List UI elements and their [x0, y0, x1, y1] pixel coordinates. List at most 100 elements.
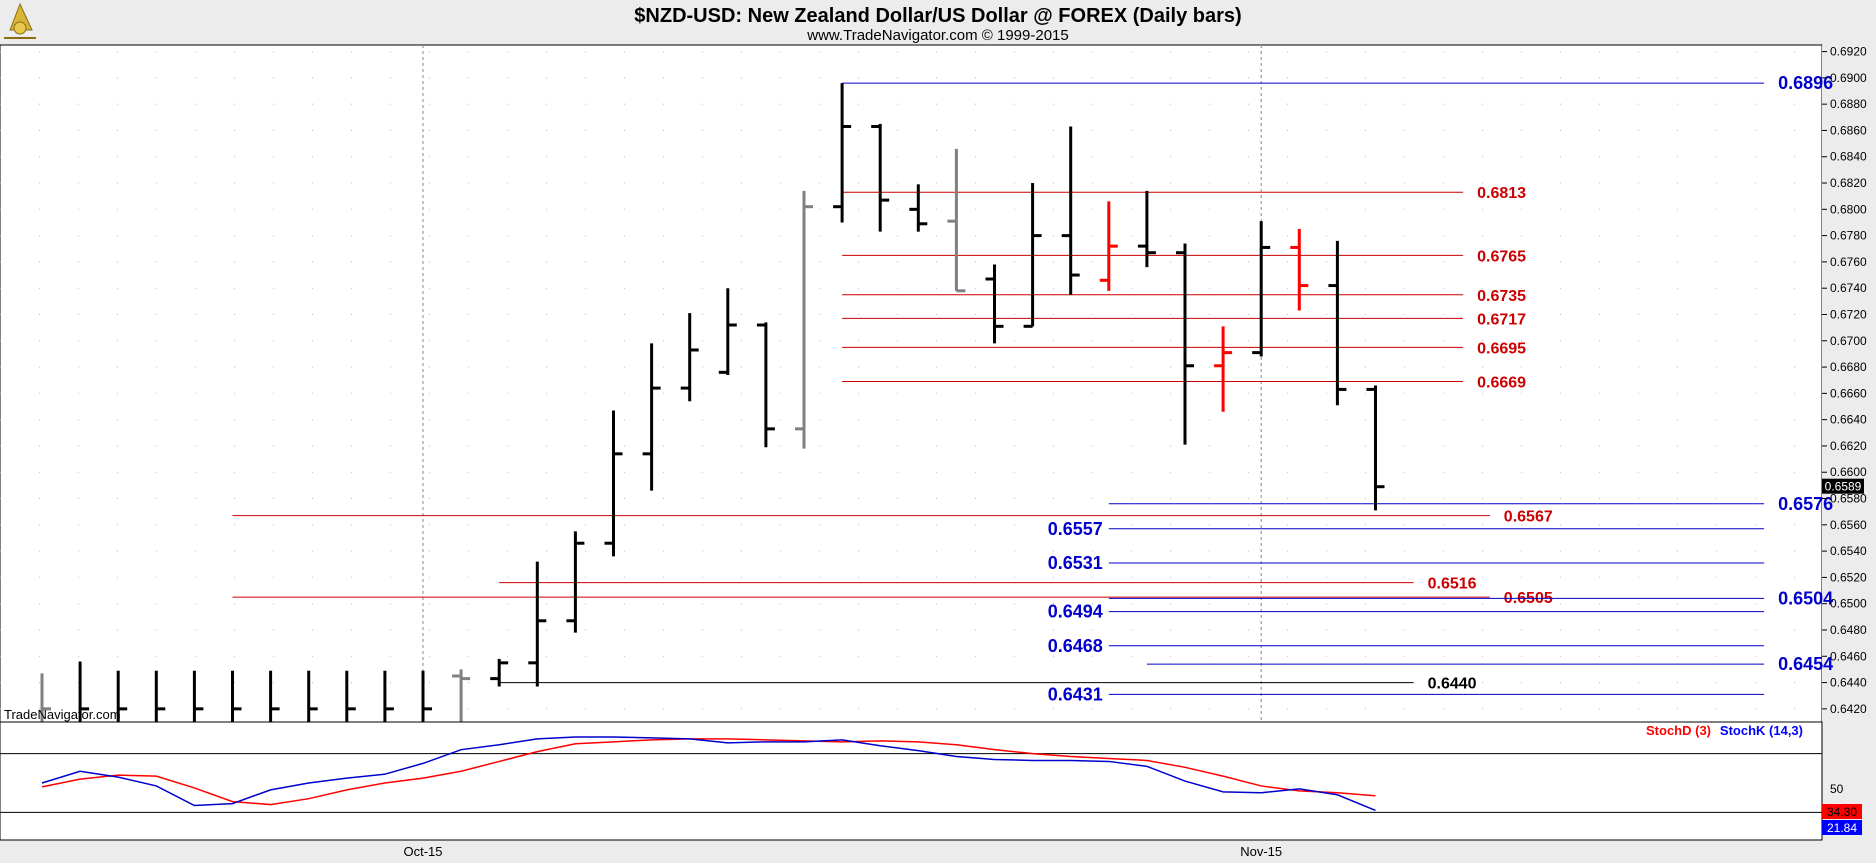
ohlc-bar [680, 313, 699, 402]
ohlc-bar [116, 670, 128, 722]
watermark: TradeNavigator.com [4, 707, 121, 722]
level-label: 0.6531 [1048, 553, 1103, 573]
price-tick-label: 0.6480 [1830, 623, 1867, 637]
price-tick-label: 0.6440 [1830, 676, 1867, 690]
stochastic-panel [0, 721, 1823, 841]
ohlc-bar [345, 670, 356, 722]
stochd-line [41, 738, 1376, 806]
ohlc-bar [871, 123, 890, 232]
ohlc-bar [909, 184, 928, 232]
ohlc-bar [604, 410, 623, 557]
price-tick-label: 0.6580 [1830, 492, 1867, 506]
level-label: 0.6504 [1778, 588, 1833, 608]
ohlc-bar [383, 670, 394, 722]
ohlc-bar [1366, 385, 1385, 511]
last-price-value: 0.6589 [1825, 480, 1862, 494]
price-tick-label: 0.6800 [1830, 202, 1867, 216]
ohlc-bar [1137, 190, 1156, 268]
price-tick-label: 0.6780 [1830, 229, 1867, 243]
price-tick-label: 0.6460 [1830, 649, 1867, 663]
price-tick-label: 0.6840 [1830, 150, 1867, 164]
stochk-line [41, 736, 1376, 812]
price-tick-label: 0.6500 [1830, 597, 1867, 611]
ohlc-bar [1290, 229, 1309, 311]
price-tick-label: 0.6760 [1830, 255, 1867, 269]
price-tick-label: 0.6720 [1830, 307, 1867, 321]
ohlc-bar [1176, 243, 1194, 445]
ohlc-bar [1061, 126, 1080, 295]
price-axis-ticks: 0.6920 0.6900 0.6880 0.6860 0.6840 0.6820 0.68… [1822, 45, 1867, 716]
price-tick-label: 0.6680 [1830, 360, 1867, 374]
stochk-value-badge: 21.84 [1822, 820, 1862, 835]
ohlc-bar [421, 670, 432, 722]
ohlc-bar [154, 670, 166, 722]
stochd-value-badge: 34.30 [1822, 804, 1862, 819]
stochastic-lines [0, 736, 1822, 813]
level-label: 0.6576 [1778, 494, 1833, 514]
price-tick-label: 0.6920 [1830, 45, 1867, 59]
level-label: 0.6454 [1778, 654, 1833, 674]
ohlc-bar [718, 288, 737, 375]
ohlc-bar [1328, 240, 1347, 406]
ohlc-bar [833, 83, 852, 223]
level-label: 0.6516 [1428, 576, 1477, 593]
price-bars [40, 83, 1385, 722]
price-tick-label: 0.6620 [1830, 439, 1867, 453]
ohlc-bar [192, 670, 204, 722]
ohlc-bar [795, 190, 813, 449]
ohlc-bar [1099, 201, 1118, 291]
price-tick-label: 0.6700 [1830, 334, 1867, 348]
price-axis [1822, 45, 1876, 851]
ohlc-bar [452, 669, 471, 722]
ohlc-bar [490, 658, 509, 687]
ohlc-bar [78, 661, 90, 722]
ohlc-bar [566, 531, 585, 633]
ohlc-bar [1214, 326, 1233, 412]
level-label: 0.6813 [1477, 185, 1526, 202]
stochk-legend: StochK (14,3) [1720, 723, 1803, 738]
level-label: 0.6896 [1778, 73, 1833, 93]
date-tick-label: Nov-15 [1240, 844, 1282, 859]
level-label: 0.6440 [1428, 676, 1477, 693]
ohlc-bar [985, 264, 1004, 344]
sextant-logo-icon [4, 2, 36, 39]
level-label: 0.6669 [1477, 375, 1526, 392]
ohlc-bar [1023, 183, 1042, 328]
price-tick-label: 0.6900 [1830, 71, 1867, 85]
level-label: 0.6735 [1477, 288, 1526, 305]
price-tick-label: 0.6560 [1830, 518, 1867, 532]
ohlc-bar [756, 322, 775, 448]
ohlc-bar [947, 148, 966, 293]
level-label: 0.6431 [1048, 684, 1103, 704]
level-label: 0.6494 [1048, 602, 1103, 622]
ohlc-bar [1252, 221, 1271, 357]
price-tick-label: 0.6880 [1830, 97, 1867, 111]
level-label: 0.6765 [1477, 248, 1526, 265]
level-label: 0.6717 [1477, 311, 1526, 328]
ohlc-bar [528, 561, 547, 687]
ohlc-bar [231, 670, 242, 722]
ohlc-bar [642, 343, 661, 491]
chart-title: $NZD-USD: New Zealand Dollar/US Dollar @… [634, 5, 1241, 27]
price-tick-label: 0.6660 [1830, 386, 1867, 400]
stochd-value: 34.30 [1827, 805, 1857, 819]
price-tick-label: 0.6420 [1830, 702, 1867, 716]
price-tick-label: 0.6520 [1830, 570, 1867, 584]
price-tick-label: 0.6540 [1830, 544, 1867, 558]
header-bar [0, 0, 1876, 45]
price-tick-label: 0.6640 [1830, 413, 1867, 427]
ohlc-bar [307, 670, 318, 722]
level-label: 0.6695 [1477, 340, 1526, 357]
price-tick-label: 0.6860 [1830, 123, 1867, 137]
ohlc-bar [40, 673, 51, 722]
stochd-legend: StochD (3) [1646, 723, 1711, 738]
date-axis-ticks: Oct-15 Nov-15 [403, 844, 1282, 859]
price-tick-label: 0.6820 [1830, 176, 1867, 190]
last-price-badge: 0.6589 [1822, 478, 1864, 494]
level-label: 0.6468 [1048, 636, 1103, 656]
level-label: 0.6567 [1504, 509, 1553, 526]
stoch-50-tick: 50 [1830, 782, 1844, 796]
date-axis [0, 840, 1876, 863]
chart-subtitle: www.TradeNavigator.com © 1999-2015 [806, 27, 1068, 44]
